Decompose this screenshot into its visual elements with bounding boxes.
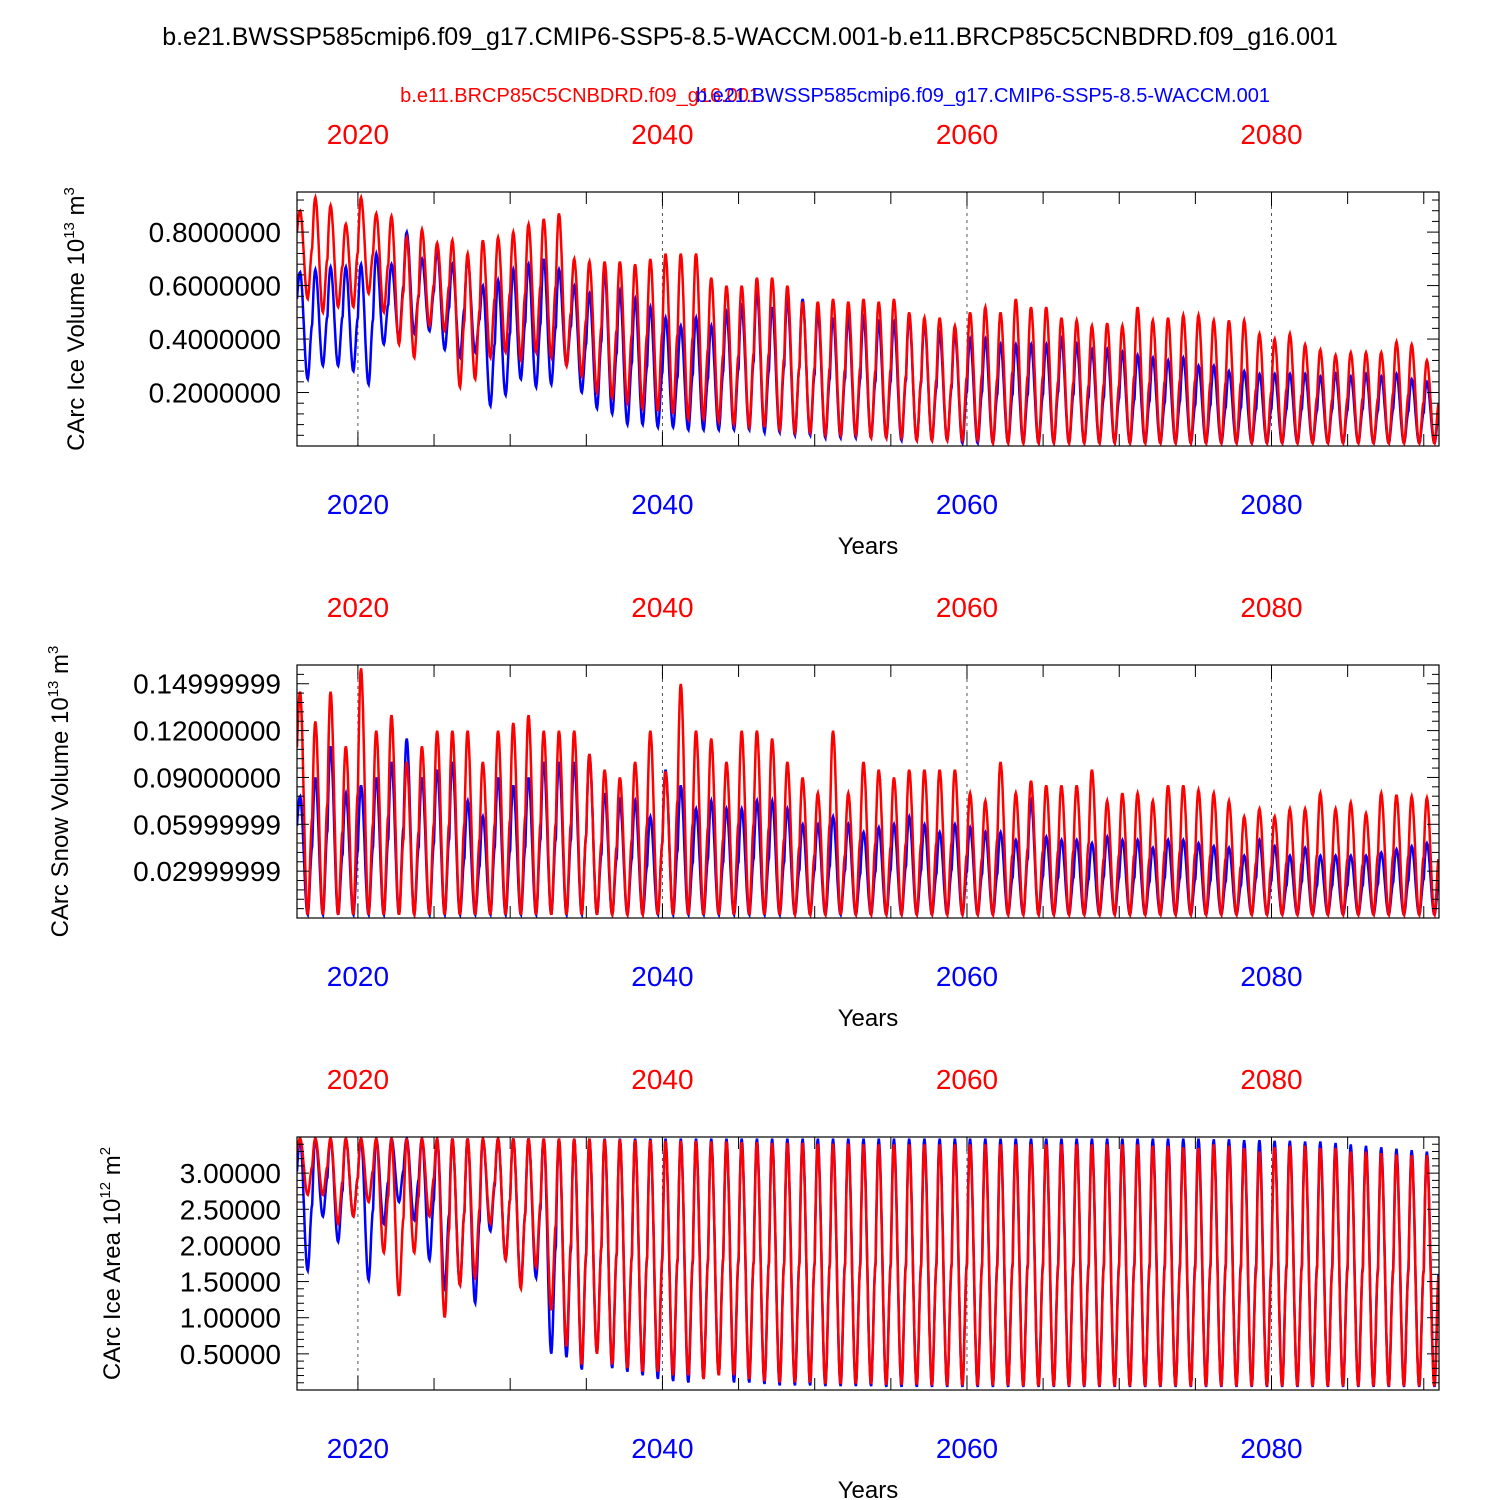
y-axis-label-unit: m [63,195,90,222]
y-tick-label: 0.02999999 [133,856,281,887]
x-tick-label-bottom: 2020 [327,961,389,992]
y-axis-label: CArc Ice Volume 1013 m3 [61,187,90,451]
x-tick-label-bottom: 2080 [1240,489,1302,520]
x-tick-label-bottom: 2060 [936,961,998,992]
x-axis-label: Years [838,1477,899,1500]
y-tick-label: 0.05999999 [133,809,281,840]
y-tick-label: 2.00000 [180,1230,281,1261]
y-tick-label: 0.4000000 [149,324,281,355]
y-tick-label: 1.00000 [180,1303,281,1334]
x-tick-label-top: 2060 [936,119,998,150]
panel-ice-area: 2020 2020 2040 2040 2060 2060 2080 2080 Years 0.5… [97,1064,1440,1500]
x-tick-label-bottom: 2040 [631,489,693,520]
x-tick-label-bottom: 2080 [1240,1433,1302,1464]
y-axis-label-unit-exponent: 2 [97,1147,114,1155]
x-tick-label-top: 2080 [1240,119,1302,150]
x-tick-label-top: 2060 [936,1064,998,1095]
y-axis-label-text: CArc Ice Volume 10 [63,239,90,451]
chart-panels: 2020 2020 2040 2040 2060 2060 2080 2080 Years 0.2… [45,119,1440,1500]
y-axis-label-text: CArc Ice Area 10 [99,1199,126,1380]
y-tick-label: 0.12000000 [133,716,281,747]
plot-frame [296,191,1440,447]
y-tick-label: 0.6000000 [149,271,281,302]
plot-frame [296,664,1440,919]
x-tick-label-top: 2020 [327,119,389,150]
y-tick-label: 3.00000 [180,1158,281,1189]
x-tick-label-bottom: 2020 [327,1433,389,1464]
legend-red-label: b.e11.BRCP85C5CNBDRD.f09_g16.001 [400,85,760,107]
plot-frame [296,1136,1440,1391]
panel-ice-volume: 2020 2020 2040 2040 2060 2060 2080 2080 Years 0.2… [61,119,1440,560]
y-tick-label: 0.14999999 [133,669,281,700]
x-tick-label-top: 2080 [1240,592,1302,623]
x-tick-label-top: 2040 [631,1064,693,1095]
x-tick-label-top: 2020 [327,1064,389,1095]
y-axis-label: CArc Snow Volume 1013 m3 [45,646,74,938]
y-axis-label-unit: m [47,654,74,681]
x-axis-label: Years [838,533,899,560]
x-tick-label-bottom: 2060 [936,1433,998,1464]
y-axis-label-exponent: 13 [61,222,78,239]
legend-blue-label: b.e21.BWSSP585cmip6.f09_g17.CMIP6-SSP5-8… [696,85,1270,107]
figure-title: b.e21.BWSSP585cmip6.f09_g17.CMIP6-SSP5-8… [162,23,1338,51]
x-tick-label-bottom: 2040 [631,1433,693,1464]
y-tick-label: 2.50000 [180,1194,281,1225]
y-tick-label: 0.2000000 [149,378,281,409]
x-tick-label-top: 2020 [327,592,389,623]
y-tick-label: 1.50000 [180,1267,281,1298]
x-tick-label-top: 2040 [631,592,693,623]
y-axis-label-exponent: 12 [97,1182,114,1199]
y-tick-label: 0.50000 [180,1339,281,1370]
y-axis-label-text: CArc Snow Volume 10 [47,697,74,937]
y-tick-label: 0.8000000 [149,217,281,248]
y-axis-label-exponent: 13 [45,681,62,698]
x-tick-label-bottom: 2020 [327,489,389,520]
series-line-red [297,668,1439,918]
y-axis-label-unit: m [99,1155,126,1182]
x-tick-label-top: 2060 [936,592,998,623]
x-tick-label-top: 2080 [1240,1064,1302,1095]
x-tick-label-bottom: 2080 [1240,961,1302,992]
x-tick-label-bottom: 2060 [936,489,998,520]
x-tick-label-top: 2040 [631,119,693,150]
y-axis-label-unit-exponent: 3 [61,187,78,195]
series-line-red [297,192,1439,446]
y-axis-label-unit-exponent: 3 [45,646,62,654]
x-tick-label-bottom: 2040 [631,961,693,992]
x-axis-label: Years [838,1005,899,1032]
y-axis-label: CArc Ice Area 1012 m2 [97,1147,126,1380]
panel-snow-volume: 2020 2020 2040 2040 2060 2060 2080 2080 Years 0.0… [45,592,1440,1032]
series-line-red [297,1137,1439,1387]
y-tick-label: 0.09000000 [133,762,281,793]
